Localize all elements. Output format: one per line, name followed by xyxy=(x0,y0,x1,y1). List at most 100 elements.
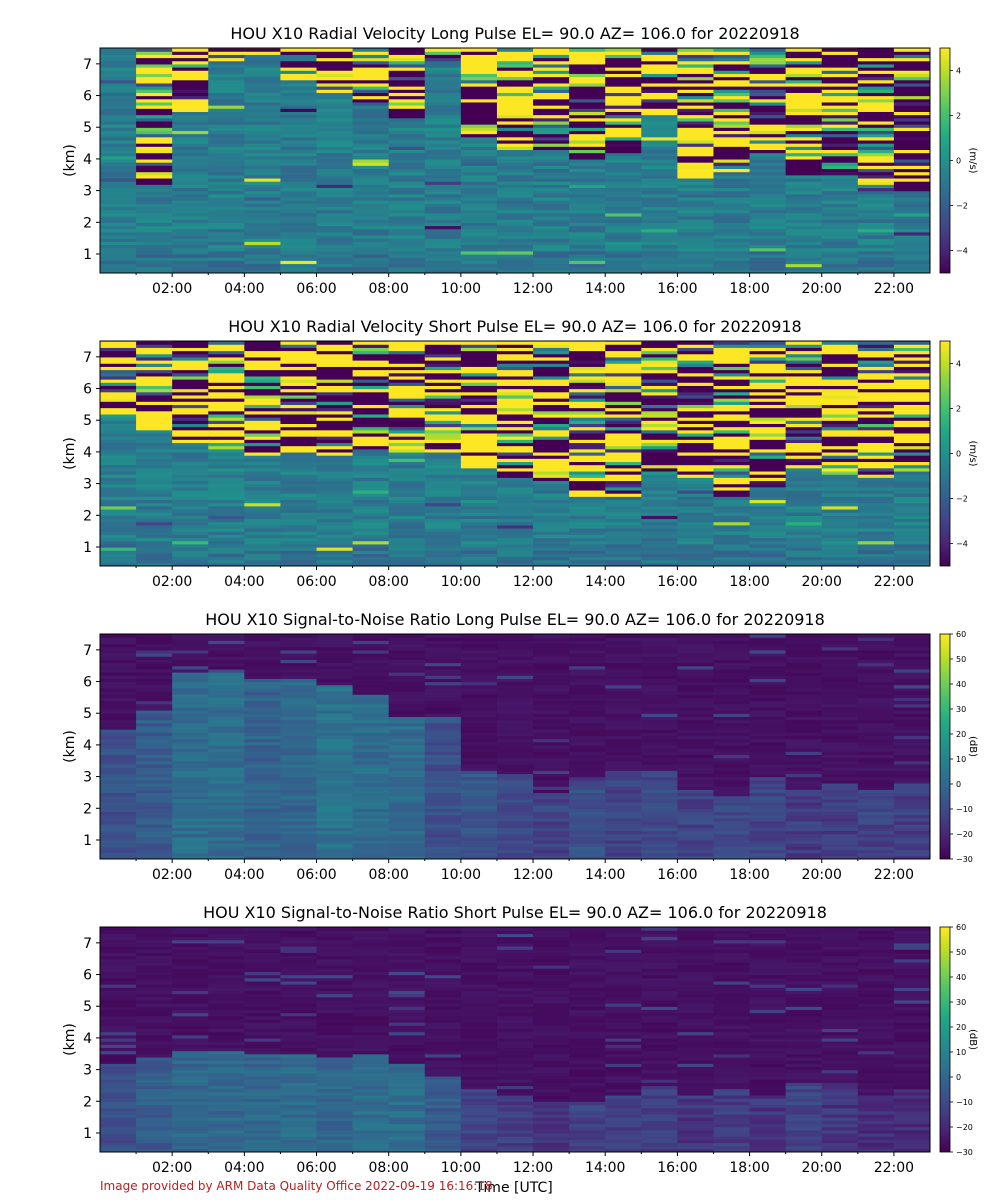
heatmap-cell xyxy=(496,515,534,520)
heatmap-cell xyxy=(100,436,137,440)
heatmap-cell xyxy=(713,253,751,258)
heatmap-cell xyxy=(280,527,318,532)
heatmap-cell xyxy=(569,767,606,771)
heatmap-cell xyxy=(785,748,823,752)
heatmap-cell xyxy=(496,461,534,466)
heatmap-cell xyxy=(496,649,534,654)
heatmap-cell xyxy=(641,814,678,819)
heatmap-cell xyxy=(172,477,209,482)
heatmap-cell xyxy=(569,700,606,705)
heatmap-cell xyxy=(677,398,715,402)
heatmap-cell xyxy=(569,177,606,182)
heatmap-cell xyxy=(713,643,751,648)
heatmap-cell xyxy=(280,499,318,504)
heatmap-cell xyxy=(677,852,715,857)
heatmap-cell xyxy=(208,98,245,103)
heatmap-cell xyxy=(460,228,498,233)
heatmap-cell xyxy=(496,716,534,721)
heatmap-cell xyxy=(424,353,462,358)
heatmap-cell xyxy=(533,505,570,510)
heatmap-cell xyxy=(533,668,570,673)
heatmap-cell xyxy=(280,668,318,673)
heatmap-cell xyxy=(496,347,534,352)
heatmap-cell xyxy=(569,420,606,424)
heatmap-cell xyxy=(136,234,173,239)
heatmap-cell xyxy=(316,700,354,705)
heatmap-cell xyxy=(424,177,462,182)
heatmap-cell xyxy=(424,234,462,239)
heatmap-cell xyxy=(424,748,462,752)
heatmap-cell xyxy=(352,266,390,271)
heatmap-cell xyxy=(893,165,930,170)
heatmap-cell xyxy=(857,200,895,204)
heatmap-cell xyxy=(533,691,570,695)
heatmap-cell xyxy=(677,426,715,431)
heatmap-cell xyxy=(388,691,426,695)
heatmap-cell xyxy=(424,662,462,667)
heatmap-cell xyxy=(893,152,930,157)
heatmap-cell xyxy=(244,805,282,809)
heatmap-cell xyxy=(749,773,787,778)
heatmap-cell xyxy=(713,200,751,204)
heatmap-cell xyxy=(677,738,715,743)
heatmap-cell xyxy=(352,550,390,554)
heatmap-cell xyxy=(569,703,606,708)
heatmap-cell xyxy=(821,184,859,189)
heatmap-cell xyxy=(857,162,895,166)
heatmap-cell xyxy=(496,92,534,97)
heatmap-cell xyxy=(352,247,390,252)
heatmap-cell xyxy=(749,136,787,141)
heatmap-cell xyxy=(857,238,895,242)
heatmap-cell xyxy=(533,849,570,854)
heatmap-cell xyxy=(641,524,678,529)
heatmap-cell xyxy=(316,238,354,242)
heatmap-cell xyxy=(641,231,678,236)
heatmap-cell xyxy=(424,228,462,233)
heatmap-cell xyxy=(172,505,209,510)
heatmap-cell xyxy=(280,114,318,119)
heatmap-cell xyxy=(460,496,498,501)
heatmap-cell xyxy=(569,524,606,529)
heatmap-cell xyxy=(460,206,498,211)
heatmap-cell xyxy=(569,98,606,103)
heatmap-cell xyxy=(677,846,715,851)
heatmap-cell xyxy=(244,684,282,689)
heatmap-cell xyxy=(533,165,570,170)
heatmap-cell xyxy=(713,260,751,265)
heatmap-cell xyxy=(136,732,173,737)
heatmap-cell xyxy=(316,467,354,472)
heatmap-cell xyxy=(136,206,173,211)
heatmap-cell xyxy=(713,684,751,689)
heatmap-cell xyxy=(605,537,642,542)
heatmap-cell xyxy=(244,413,282,418)
heatmap-cell xyxy=(677,763,715,768)
heatmap-cell xyxy=(749,114,787,119)
heatmap-cell xyxy=(244,353,282,358)
heatmap-cell xyxy=(533,385,570,390)
heatmap-cell xyxy=(821,483,859,488)
heatmap-cell xyxy=(785,70,823,74)
heatmap-cell xyxy=(244,668,282,673)
heatmap-cell xyxy=(460,165,498,170)
heatmap-cell xyxy=(785,193,823,198)
heatmap-cell xyxy=(569,139,606,144)
heatmap-cell xyxy=(496,353,534,358)
heatmap-cell xyxy=(605,760,642,765)
heatmap-cell xyxy=(172,356,209,361)
heatmap-cell xyxy=(785,562,823,566)
heatmap-cell xyxy=(533,833,570,838)
heatmap-cell xyxy=(785,839,823,844)
heatmap-cell xyxy=(136,448,173,453)
heatmap-cell xyxy=(749,215,787,220)
heatmap-cell xyxy=(605,496,642,501)
heatmap-cell xyxy=(641,849,678,854)
heatmap-cell xyxy=(677,353,715,358)
heatmap-cell xyxy=(352,508,390,513)
heatmap-cell xyxy=(172,833,209,838)
heatmap-cell xyxy=(280,672,318,676)
heatmap-cell xyxy=(605,483,642,488)
heatmap-cell xyxy=(533,190,570,195)
heatmap-cell xyxy=(172,735,209,740)
heatmap-cell xyxy=(388,732,426,737)
heatmap-cell xyxy=(569,347,606,352)
